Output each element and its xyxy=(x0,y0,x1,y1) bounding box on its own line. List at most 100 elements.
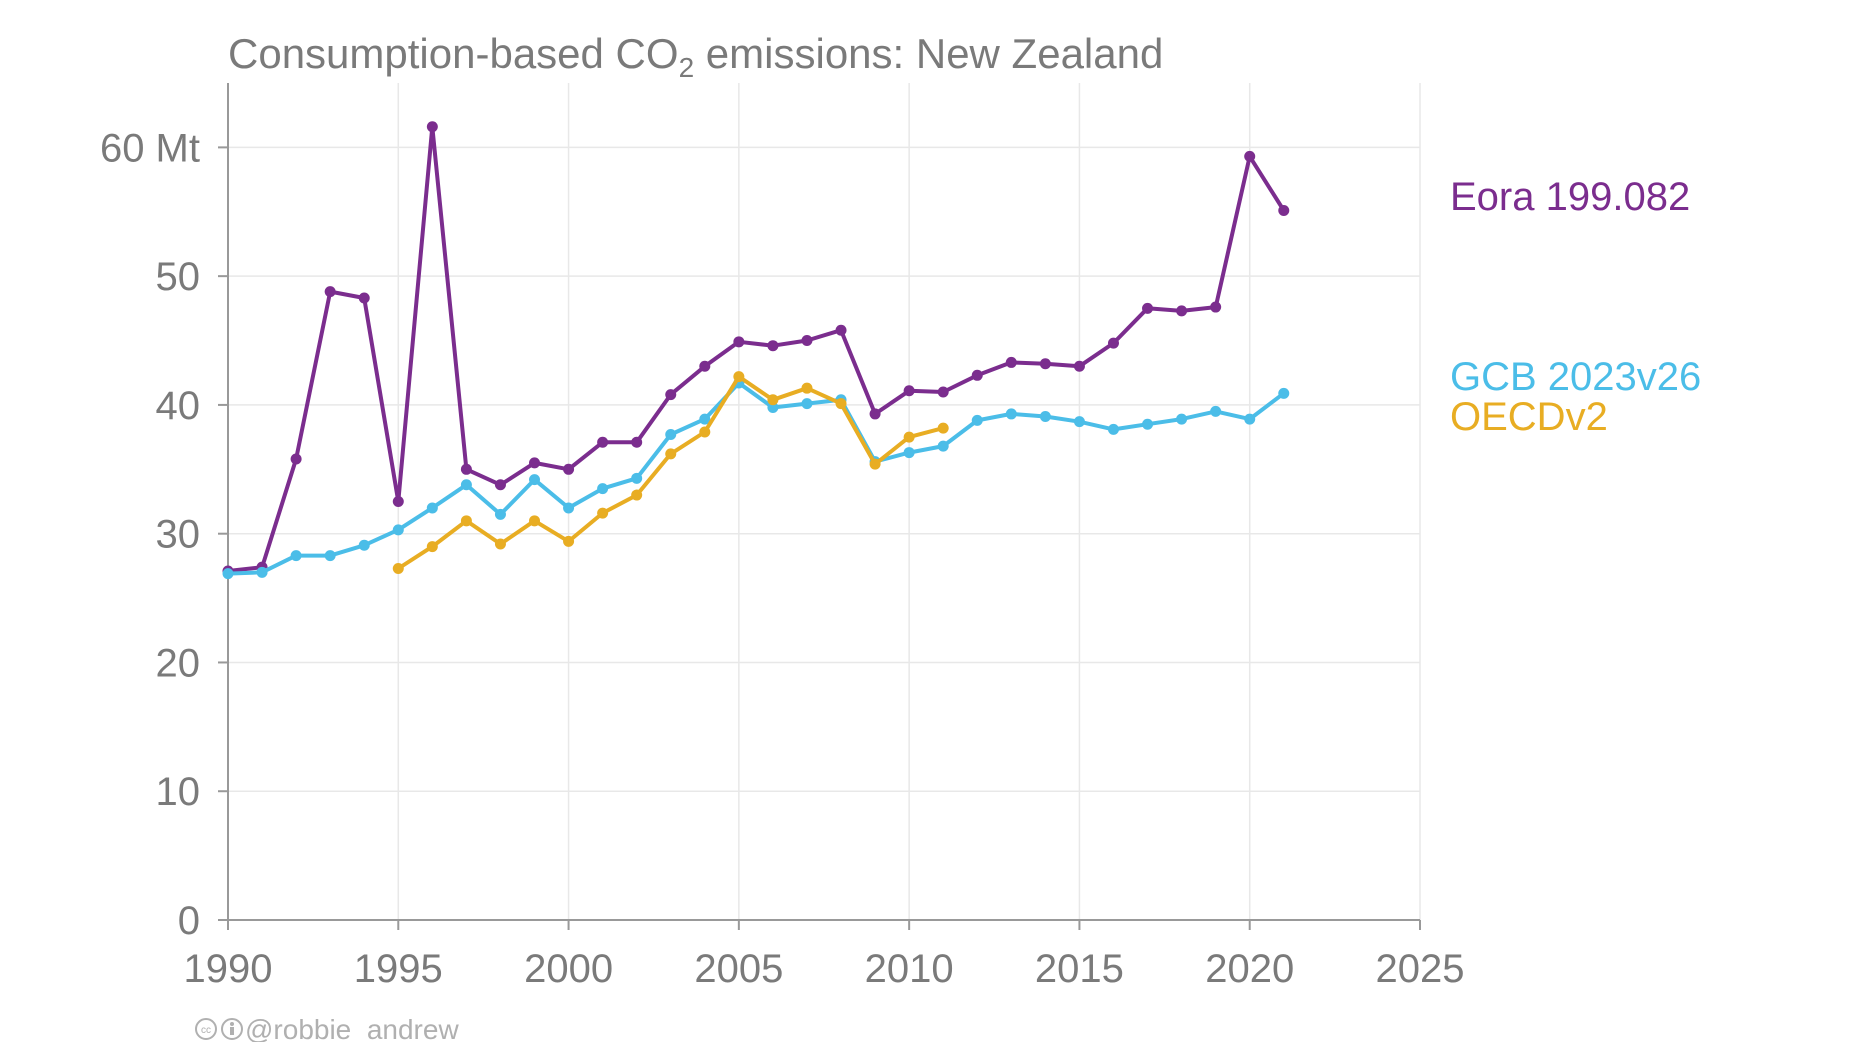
data-point xyxy=(1039,411,1051,423)
x-tick-labels: 1990 1995 2000 2005 2010 2015 2020 2025 xyxy=(184,947,1465,991)
x-tick-label: 2015 xyxy=(1035,947,1124,991)
by-icon-body xyxy=(230,1027,234,1035)
y-tick-label: 10 xyxy=(156,770,201,814)
data-point xyxy=(937,440,949,452)
x-tick-label: 2020 xyxy=(1205,947,1294,991)
data-point xyxy=(903,431,915,443)
data-point xyxy=(358,539,370,551)
data-point xyxy=(426,541,438,553)
data-point xyxy=(324,550,336,562)
data-point xyxy=(597,507,609,519)
data-point xyxy=(767,394,779,406)
data-point xyxy=(358,292,370,304)
data-point xyxy=(1176,413,1188,425)
data-point xyxy=(1142,302,1154,314)
x-tick-label: 2000 xyxy=(524,947,613,991)
data-point xyxy=(460,463,472,475)
data-point xyxy=(665,389,677,401)
legend-label: Eora 199.082 xyxy=(1450,175,1690,219)
data-point xyxy=(529,457,541,469)
data-point xyxy=(460,515,472,527)
data-point xyxy=(937,386,949,398)
data-point xyxy=(733,371,745,383)
data-point xyxy=(494,508,506,520)
data-point xyxy=(631,489,643,501)
y-tick-label: 30 xyxy=(156,513,201,557)
data-point xyxy=(494,538,506,550)
data-point xyxy=(767,340,779,352)
data-point xyxy=(801,335,813,347)
data-point xyxy=(699,360,711,372)
data-point xyxy=(392,562,404,574)
data-point xyxy=(1073,360,1085,372)
data-point xyxy=(290,453,302,465)
title-subscript: 2 xyxy=(679,52,695,83)
data-point xyxy=(631,436,643,448)
data-point xyxy=(222,568,234,580)
x-tick-label: 2010 xyxy=(865,947,954,991)
data-point xyxy=(971,369,983,381)
data-point xyxy=(1005,408,1017,420)
data-point xyxy=(1107,423,1119,435)
x-tick-label: 2005 xyxy=(694,947,783,991)
data-point xyxy=(1210,405,1222,417)
legend-label: GCB 2023v26 xyxy=(1450,355,1701,399)
title-main: Consumption-based CO xyxy=(228,30,679,77)
data-point xyxy=(733,336,745,348)
cc-icon xyxy=(195,1018,217,1040)
data-point xyxy=(665,448,677,460)
y-tick-label: 60 Mt xyxy=(100,126,200,170)
data-point xyxy=(1244,413,1256,425)
data-point xyxy=(597,483,609,495)
y-tick-label: 40 xyxy=(156,384,201,428)
data-point xyxy=(869,458,881,470)
data-point xyxy=(801,382,813,394)
data-point xyxy=(426,121,438,133)
data-point xyxy=(597,436,609,448)
data-point xyxy=(937,422,949,434)
data-point xyxy=(392,524,404,536)
series-2 xyxy=(392,371,949,574)
series-0 xyxy=(222,121,1290,577)
data-point xyxy=(426,502,438,514)
by-icon xyxy=(221,1018,243,1040)
data-point xyxy=(324,286,336,298)
data-point xyxy=(1210,301,1222,313)
chart-title: Consumption-based CO2 emissions: New Zea… xyxy=(228,30,1163,83)
data-point xyxy=(494,479,506,491)
data-point xyxy=(903,447,915,459)
data-point xyxy=(801,398,813,410)
data-point xyxy=(699,426,711,438)
data-point xyxy=(1278,204,1290,216)
credit-handle: @robbie_andrew xyxy=(245,1014,459,1042)
x-tick-label: 1990 xyxy=(184,947,273,991)
data-point xyxy=(1278,387,1290,399)
data-point xyxy=(256,566,268,578)
data-point xyxy=(767,401,779,413)
data-point xyxy=(835,324,847,336)
series-lines xyxy=(222,121,1290,580)
data-point xyxy=(1142,418,1154,430)
data-point xyxy=(1039,358,1051,370)
data-point xyxy=(529,515,541,527)
data-point xyxy=(529,474,541,486)
y-tick-label: 50 xyxy=(156,255,201,299)
cc-icon-letters: cc xyxy=(201,1025,211,1036)
axes xyxy=(218,83,1421,930)
legend-label: OECDv2 xyxy=(1450,395,1608,439)
by-icon-head xyxy=(230,1022,234,1026)
series-line xyxy=(226,381,1286,576)
x-tick-label: 1995 xyxy=(354,947,443,991)
data-point xyxy=(460,479,472,491)
data-point xyxy=(563,502,575,514)
data-point xyxy=(290,550,302,562)
data-point xyxy=(392,496,404,507)
data-point xyxy=(1107,337,1119,349)
data-point xyxy=(665,429,677,441)
data-point xyxy=(903,385,915,397)
data-point xyxy=(1005,356,1017,368)
y-tick-label: 0 xyxy=(178,899,200,943)
data-point xyxy=(563,463,575,475)
data-point xyxy=(563,535,575,547)
